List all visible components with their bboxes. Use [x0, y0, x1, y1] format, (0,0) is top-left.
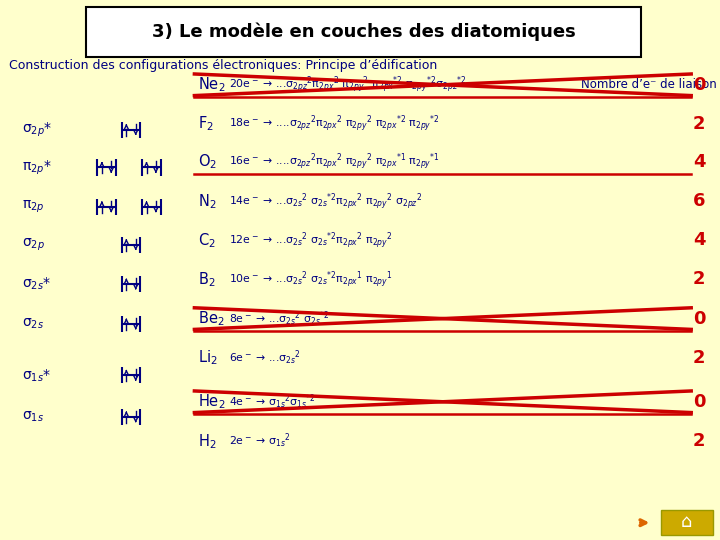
Text: ⌂: ⌂	[681, 513, 693, 531]
Text: Be$_2$: Be$_2$	[198, 309, 225, 328]
Text: 2: 2	[693, 349, 706, 367]
Text: σ$_{2p}$*: σ$_{2p}$*	[22, 120, 52, 139]
Text: 4e$^-$ → σ$_{1s}$$^{2}$σ$_{1s}$$^{*2}$: 4e$^-$ → σ$_{1s}$$^{2}$σ$_{1s}$$^{*2}$	[229, 393, 315, 411]
Text: 2: 2	[693, 270, 706, 288]
Text: 4: 4	[693, 153, 706, 171]
Text: 16e$^-$ → ....σ$_{2pz}$$^{2}$π$_{2px}$$^{2}$ π$_{2py}$$^{2}$ π$_{2px}$$^{*1}$ π$: 16e$^-$ → ....σ$_{2pz}$$^{2}$π$_{2px}$$^…	[229, 152, 440, 172]
FancyBboxPatch shape	[86, 7, 641, 57]
Text: 6e$^-$ → ...σ$_{2s}$$^{2}$: 6e$^-$ → ...σ$_{2s}$$^{2}$	[229, 349, 301, 367]
Text: 20e$^-$ → ...σ$_{2pz}$$^{2}$π$_{2px}$$^{2}$ π$_{2py}$$^{2}$ π$_{2px}$$^{*2}$ π$_: 20e$^-$ → ...σ$_{2pz}$$^{2}$π$_{2px}$$^{…	[229, 75, 467, 95]
Text: O$_2$: O$_2$	[198, 153, 217, 171]
Text: σ$_{2p}$: σ$_{2p}$	[22, 237, 45, 253]
Text: 8e$^-$ → ...σ$_{2s}$$^{2}$ σ$_{2s}$$^{*2}$: 8e$^-$ → ...σ$_{2s}$$^{2}$ σ$_{2s}$$^{*2…	[229, 309, 330, 328]
Text: 6: 6	[693, 192, 706, 211]
Text: σ$_{1s}$*: σ$_{1s}$*	[22, 367, 50, 383]
Text: Nombre d’e⁻ de liaison: Nombre d’e⁻ de liaison	[580, 78, 716, 91]
Text: 14e$^-$ → ...σ$_{2s}$$^{2}$ σ$_{2s}$$^{*2}$π$_{2px}$$^{2}$ π$_{2py}$$^{2}$ σ$_{2: 14e$^-$ → ...σ$_{2s}$$^{2}$ σ$_{2s}$$^{*…	[229, 191, 423, 212]
Text: π$_{2p}$*: π$_{2p}$*	[22, 158, 51, 177]
Text: H$_2$: H$_2$	[198, 432, 217, 450]
Text: 2: 2	[693, 432, 706, 450]
Text: N$_2$: N$_2$	[198, 192, 217, 211]
Text: Li$_2$: Li$_2$	[198, 349, 217, 367]
Text: σ$_{2s}$*: σ$_{2s}$*	[22, 276, 50, 292]
Text: He$_2$: He$_2$	[198, 393, 225, 411]
Text: 4: 4	[693, 231, 706, 249]
Text: 0: 0	[693, 309, 706, 328]
Text: 3) Le modèle en couches des diatomiques: 3) Le modèle en couches des diatomiques	[152, 23, 575, 41]
Text: Ne$_2$: Ne$_2$	[198, 76, 225, 94]
Text: 2: 2	[693, 114, 706, 133]
Text: C$_2$: C$_2$	[198, 231, 216, 249]
Text: 18e$^-$ → ....σ$_{2pz}$$^{2}$π$_{2px}$$^{2}$ π$_{2py}$$^{2}$ π$_{2px}$$^{*2}$ π$: 18e$^-$ → ....σ$_{2pz}$$^{2}$π$_{2px}$$^…	[229, 113, 440, 134]
Text: 0: 0	[693, 76, 706, 94]
Text: σ$_{2s}$: σ$_{2s}$	[22, 317, 44, 331]
Text: σ$_{1s}$: σ$_{1s}$	[22, 410, 44, 424]
Text: 0: 0	[693, 393, 706, 411]
Text: 2e$^-$ → σ$_{1s}$$^{2}$: 2e$^-$ → σ$_{1s}$$^{2}$	[229, 432, 291, 450]
Text: Construction des configurations électroniques: Principe d’édification: Construction des configurations électron…	[9, 59, 437, 72]
Text: 12e$^-$ → ...σ$_{2s}$$^{2}$ σ$_{2s}$$^{*2}$π$_{2px}$$^{2}$ π$_{2py}$$^{2}$: 12e$^-$ → ...σ$_{2s}$$^{2}$ σ$_{2s}$$^{*…	[229, 230, 392, 251]
Text: 10e$^-$ → ...σ$_{2s}$$^{2}$ σ$_{2s}$$^{*2}$π$_{2px}$$^{1}$ π$_{2py}$$^{1}$: 10e$^-$ → ...σ$_{2s}$$^{2}$ σ$_{2s}$$^{*…	[229, 269, 393, 289]
Text: F$_2$: F$_2$	[198, 114, 214, 133]
Text: B$_2$: B$_2$	[198, 270, 215, 288]
FancyBboxPatch shape	[661, 510, 713, 535]
Text: π$_{2p}$: π$_{2p}$	[22, 199, 44, 215]
